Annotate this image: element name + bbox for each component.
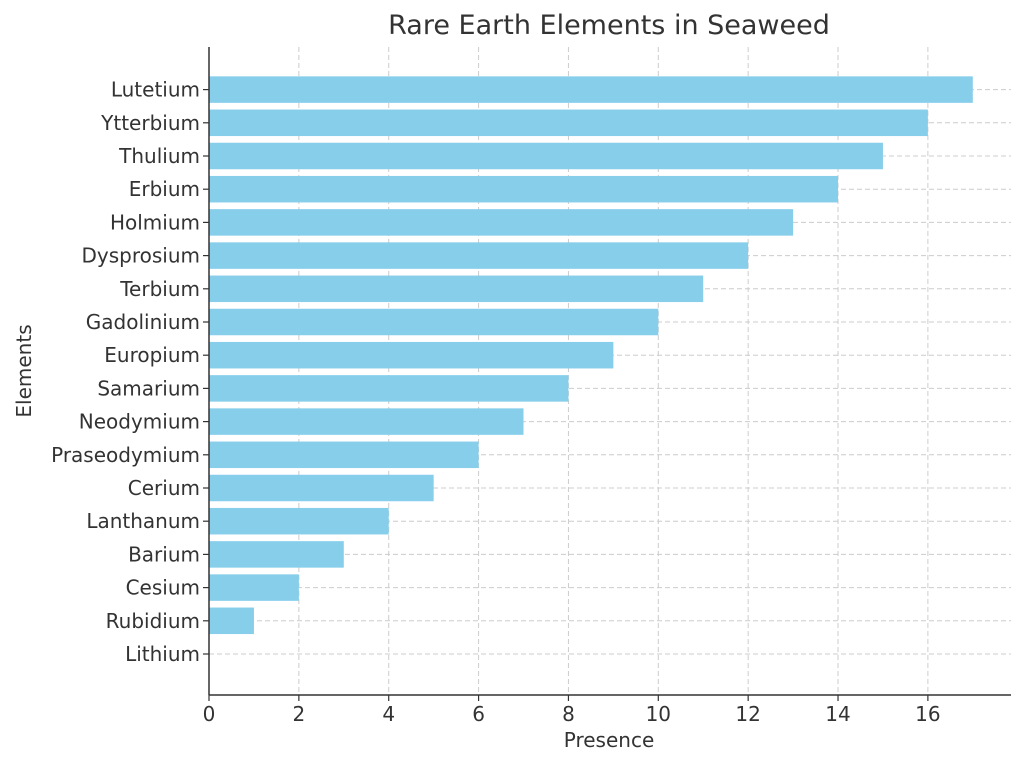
bar <box>209 142 883 170</box>
y-tick-label: Rubidium <box>106 609 200 633</box>
x-tick-label: 4 <box>382 702 395 726</box>
y-axis-label: Elements <box>12 324 36 417</box>
y-tick-label: Samarium <box>97 376 200 400</box>
y-tick-label: Holmium <box>110 210 200 234</box>
y-tick-label: Praseodymium <box>51 443 200 467</box>
x-tick-label: 12 <box>735 702 760 726</box>
bar <box>209 275 704 303</box>
y-tick-label: Lutetium <box>111 78 200 102</box>
bar <box>209 109 928 137</box>
x-axis-label: Presence <box>564 728 655 752</box>
bar <box>209 242 749 269</box>
bar <box>209 607 254 635</box>
bar <box>209 76 973 103</box>
x-tick-label: 14 <box>825 702 850 726</box>
y-tick-label: Neodymium <box>79 410 200 434</box>
bar <box>209 541 344 568</box>
x-axis-ticks: 0 2 4 6 8 10 12 14 16 <box>203 695 941 726</box>
bar <box>209 507 389 535</box>
bar <box>209 308 659 336</box>
y-tick-label: Cerium <box>128 476 200 500</box>
y-tick-label: Europium <box>104 343 200 367</box>
bars <box>209 76 973 635</box>
y-tick-label: Thulium <box>118 144 200 168</box>
x-tick-label: 16 <box>915 702 940 726</box>
y-tick-label: Lithium <box>125 642 200 666</box>
bar <box>209 209 794 236</box>
bar <box>209 375 569 402</box>
bar <box>209 574 299 601</box>
y-tick-label: Cesium <box>126 576 200 600</box>
x-tick-label: 2 <box>292 702 305 726</box>
bar <box>209 341 614 369</box>
chart-title: Rare Earth Elements in Seaweed <box>388 10 830 41</box>
bar <box>209 474 434 502</box>
y-tick-label: Barium <box>128 542 200 566</box>
y-tick-label: Erbium <box>129 177 200 201</box>
bar <box>209 408 524 435</box>
x-tick-label: 0 <box>203 702 216 726</box>
y-tick-label: Dysprosium <box>81 244 200 268</box>
y-axis-ticks: Lithium Rubidium Cesium Barium Lanthanum Ceri… <box>51 78 209 666</box>
x-tick-label: 8 <box>562 702 575 726</box>
x-tick-label: 10 <box>646 702 671 726</box>
y-tick-label: Ytterbium <box>100 111 200 135</box>
y-tick-label: Lanthanum <box>86 509 200 533</box>
y-tick-label: Terbium <box>119 277 200 301</box>
y-tick-label: Gadolinium <box>86 310 200 334</box>
bar <box>209 441 479 469</box>
x-tick-label: 6 <box>472 702 485 726</box>
bar <box>209 175 839 203</box>
